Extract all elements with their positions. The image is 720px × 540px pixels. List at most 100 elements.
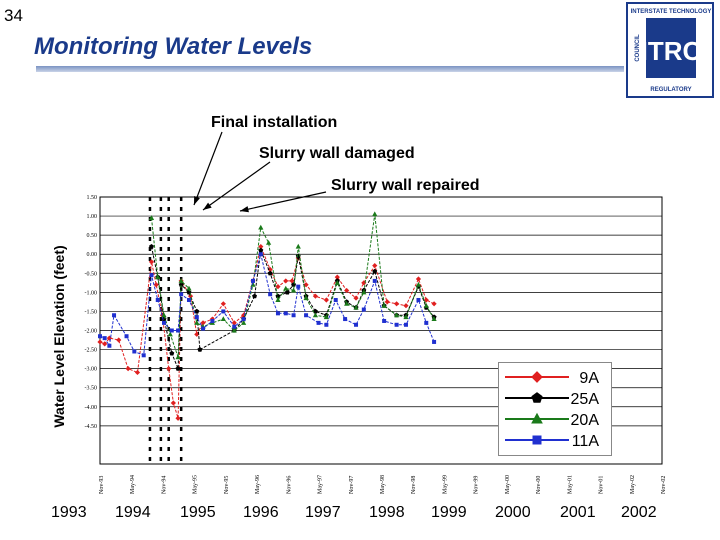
- data-point-9A: [258, 243, 264, 250]
- data-point-11A: [324, 322, 329, 327]
- legend-marker-20A: [531, 412, 543, 424]
- data-point-11A: [354, 322, 359, 327]
- data-point-20A: [323, 314, 329, 320]
- chart-legend: 9A 25A 20A 11A: [498, 362, 612, 456]
- annotation-arrowhead: [203, 202, 212, 210]
- annotation-arrow: [202, 161, 271, 211]
- data-point-20A: [194, 320, 200, 325]
- y-tick-label: -2.00: [85, 329, 98, 335]
- data-point-20A: [161, 312, 167, 318]
- legend-marker-11A: [532, 435, 542, 445]
- data-point-20A: [344, 301, 350, 306]
- y-tick-label: -1.50: [85, 309, 98, 315]
- x-tick-label: May-95: [193, 475, 199, 494]
- data-point-20A: [415, 281, 422, 287]
- data-point-25A: [197, 347, 203, 352]
- data-point-25A: [258, 247, 264, 253]
- x-tick-label: Nov-02: [661, 476, 667, 494]
- data-point-20A: [394, 312, 400, 318]
- x-tick-label: May-00: [505, 475, 511, 494]
- year-label: 1995: [180, 504, 216, 521]
- data-point-9A: [175, 415, 181, 421]
- annotation-arrowhead: [194, 196, 200, 205]
- data-point-11A: [361, 307, 366, 312]
- data-point-20A: [167, 331, 173, 337]
- data-point-20A: [431, 316, 437, 322]
- title-underline: [36, 66, 624, 72]
- data-point-20A: [148, 215, 155, 220]
- data-point-20A: [303, 295, 309, 301]
- data-point-11A: [241, 317, 246, 322]
- data-point-20A: [381, 302, 387, 308]
- x-tick-label: Nov-01: [599, 476, 605, 494]
- data-point-11A: [304, 313, 309, 318]
- data-point-11A: [394, 322, 399, 327]
- data-point-11A: [372, 278, 377, 283]
- data-point-20A: [312, 312, 319, 318]
- y-axis-label: Water Level Elevation (feet): [51, 245, 67, 427]
- data-point-9A: [148, 259, 155, 265]
- data-point-9A: [431, 301, 437, 307]
- data-point-11A: [316, 320, 321, 325]
- data-point-20A: [250, 281, 256, 287]
- data-point-25A: [178, 282, 184, 287]
- x-tick-label: Nov-97: [349, 476, 355, 494]
- data-point-11A: [186, 297, 191, 302]
- data-point-20A: [266, 239, 272, 245]
- data-point-9A: [187, 293, 194, 299]
- data-point-20A: [290, 287, 297, 293]
- data-point-11A: [107, 343, 112, 348]
- annotation-arrow: [239, 191, 327, 212]
- annotation-slurry-wall-repaired: Slurry wall repaired: [331, 177, 480, 194]
- y-tick-label: -3.00: [85, 367, 98, 373]
- data-point-11A: [403, 322, 408, 327]
- data-point-9A: [353, 295, 359, 301]
- legend-marker-25A: [531, 392, 543, 403]
- data-point-11A: [291, 313, 296, 318]
- data-point-20A: [295, 243, 301, 249]
- data-point-25A: [252, 293, 257, 299]
- itrc-logo: ITRC INTERSTATE TECHNOLOGY REGULATORY CO…: [626, 2, 714, 98]
- series-line-11A: [99, 252, 435, 357]
- data-point-9A: [344, 287, 350, 294]
- data-point-11A: [258, 252, 263, 257]
- y-tick-label: 0.00: [87, 252, 98, 258]
- x-tick-label: Nov-98: [411, 476, 417, 494]
- data-point-11A: [221, 309, 226, 314]
- data-point-20A: [231, 327, 237, 333]
- data-point-20A: [283, 285, 289, 291]
- data-point-25A: [169, 350, 175, 356]
- data-point-9A: [200, 320, 206, 326]
- data-point-25A: [267, 270, 273, 276]
- svg-text:INTERSTATE TECHNOLOGY: INTERSTATE TECHNOLOGY: [631, 9, 712, 15]
- x-tick-label: Nov-96: [286, 476, 292, 494]
- data-point-11A: [194, 315, 199, 320]
- x-tick-label: Nov-95: [224, 476, 230, 494]
- data-point-11A: [98, 334, 102, 339]
- svg-text:COUNCIL: COUNCIL: [635, 34, 641, 62]
- svg-text:REGULATORY: REGULATORY: [650, 87, 691, 93]
- x-tick-label: Nov-93: [99, 476, 105, 494]
- data-point-11A: [155, 297, 160, 302]
- data-point-20A: [423, 302, 429, 308]
- data-point-11A: [283, 311, 288, 316]
- data-point-11A: [250, 278, 255, 283]
- data-point-11A: [124, 334, 129, 339]
- data-point-9A: [220, 301, 226, 307]
- data-point-11A: [201, 326, 206, 331]
- y-tick-label: 1.50: [87, 195, 98, 201]
- year-label: 1993: [51, 504, 87, 521]
- data-point-9A: [97, 339, 103, 345]
- y-tick-label: -4.50: [85, 424, 98, 430]
- data-point-9A: [289, 278, 295, 284]
- data-point-9A: [166, 366, 172, 372]
- data-point-9A: [275, 284, 281, 290]
- data-point-11A: [169, 328, 174, 333]
- data-point-9A: [134, 369, 141, 376]
- data-point-9A: [170, 400, 176, 406]
- data-point-9A: [323, 297, 329, 303]
- data-point-11A: [162, 320, 167, 325]
- legend-label-9A: 9A: [579, 370, 599, 387]
- x-tick-label: May-99: [442, 475, 448, 494]
